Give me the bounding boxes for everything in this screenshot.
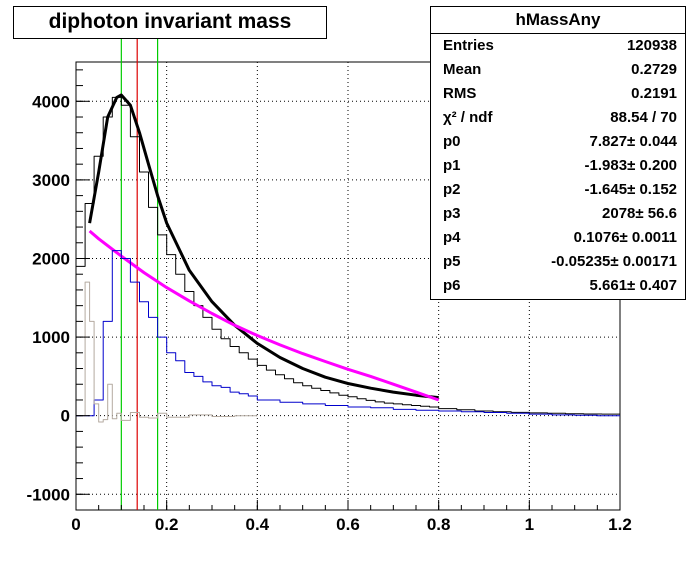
stat-value: -0.05235± 0.00171 bbox=[551, 253, 677, 270]
stat-value: 5.661± 0.407 bbox=[589, 277, 677, 294]
y-tick-label: 3000 bbox=[32, 171, 70, 190]
stat-key: Mean bbox=[443, 61, 482, 78]
total-fit-curve bbox=[88, 93, 439, 400]
stat-value: 0.1076± 0.0011 bbox=[573, 229, 677, 246]
stat-value: 0.2191 bbox=[631, 85, 677, 102]
stat-value: 88.54 / 70 bbox=[610, 109, 677, 126]
x-tick-label: 1.2 bbox=[608, 515, 632, 534]
stat-value: 120938 bbox=[626, 37, 677, 54]
stat-row: p2 -1.645± 0.152 bbox=[431, 178, 685, 202]
stat-key: p1 bbox=[443, 157, 461, 174]
series-group bbox=[76, 93, 620, 423]
signal-histogram bbox=[76, 250, 620, 417]
stat-row: RMS 0.2191 bbox=[431, 82, 685, 106]
y-tick-label: 0 bbox=[61, 407, 70, 426]
y-tick-label: 1000 bbox=[32, 328, 70, 347]
stat-key: RMS bbox=[443, 85, 477, 102]
stat-row: p1 -1.983± 0.200 bbox=[431, 154, 685, 178]
stat-value: 2078± 56.6 bbox=[602, 205, 677, 222]
stats-rows: Entries 120938 Mean 0.2729 RMS 0.2191 χ² / ndf… bbox=[431, 34, 685, 298]
data-histogram bbox=[76, 96, 620, 415]
stat-key: p5 bbox=[443, 253, 461, 270]
stat-key: p3 bbox=[443, 205, 461, 222]
stat-key: p6 bbox=[443, 277, 461, 294]
stats-title: hMassAny bbox=[431, 7, 685, 34]
title-box: diphoton invariant mass bbox=[13, 6, 327, 39]
stat-row: p4 0.1076± 0.0011 bbox=[431, 226, 685, 250]
x-tick-label: 1 bbox=[525, 515, 534, 534]
x-tick-label: 0.8 bbox=[427, 515, 451, 534]
y-tick-label: 4000 bbox=[32, 92, 70, 111]
stat-value: -1.645± 0.152 bbox=[584, 181, 677, 198]
stat-value: 0.2729 bbox=[631, 61, 677, 78]
x-tick-label: 0.6 bbox=[336, 515, 360, 534]
stat-value: 7.827± 0.044 bbox=[589, 133, 677, 150]
stat-row: p5 -0.05235± 0.00171 bbox=[431, 250, 685, 274]
stat-key: χ² / ndf bbox=[443, 109, 493, 126]
y-tick-label: 2000 bbox=[32, 249, 70, 268]
stat-row: p0 7.827± 0.044 bbox=[431, 130, 685, 154]
stat-row: Mean 0.2729 bbox=[431, 58, 685, 82]
stat-row: p3 2078± 56.6 bbox=[431, 202, 685, 226]
stat-key: p2 bbox=[443, 181, 461, 198]
y-tick-label: -1000 bbox=[27, 485, 70, 504]
stat-row: Entries 120938 bbox=[431, 34, 685, 58]
background-fit-curve bbox=[88, 229, 440, 402]
plot-title: diphoton invariant mass bbox=[48, 10, 292, 33]
stats-box: hMassAny Entries 120938 Mean 0.2729 RMS 0.219… bbox=[430, 6, 686, 300]
window-lines bbox=[120, 32, 159, 510]
stat-row: p6 5.661± 0.407 bbox=[431, 274, 685, 298]
x-tick-label: 0.2 bbox=[155, 515, 179, 534]
residual-histogram bbox=[80, 281, 258, 423]
x-tick-label: 0 bbox=[71, 515, 80, 534]
stat-row: χ² / ndf 88.54 / 70 bbox=[431, 106, 685, 130]
stat-key: Entries bbox=[443, 37, 494, 54]
x-tick-label: 0.4 bbox=[246, 515, 270, 534]
stat-key: p0 bbox=[443, 133, 461, 150]
stat-value: -1.983± 0.200 bbox=[584, 157, 677, 174]
stat-key: p4 bbox=[443, 229, 461, 246]
